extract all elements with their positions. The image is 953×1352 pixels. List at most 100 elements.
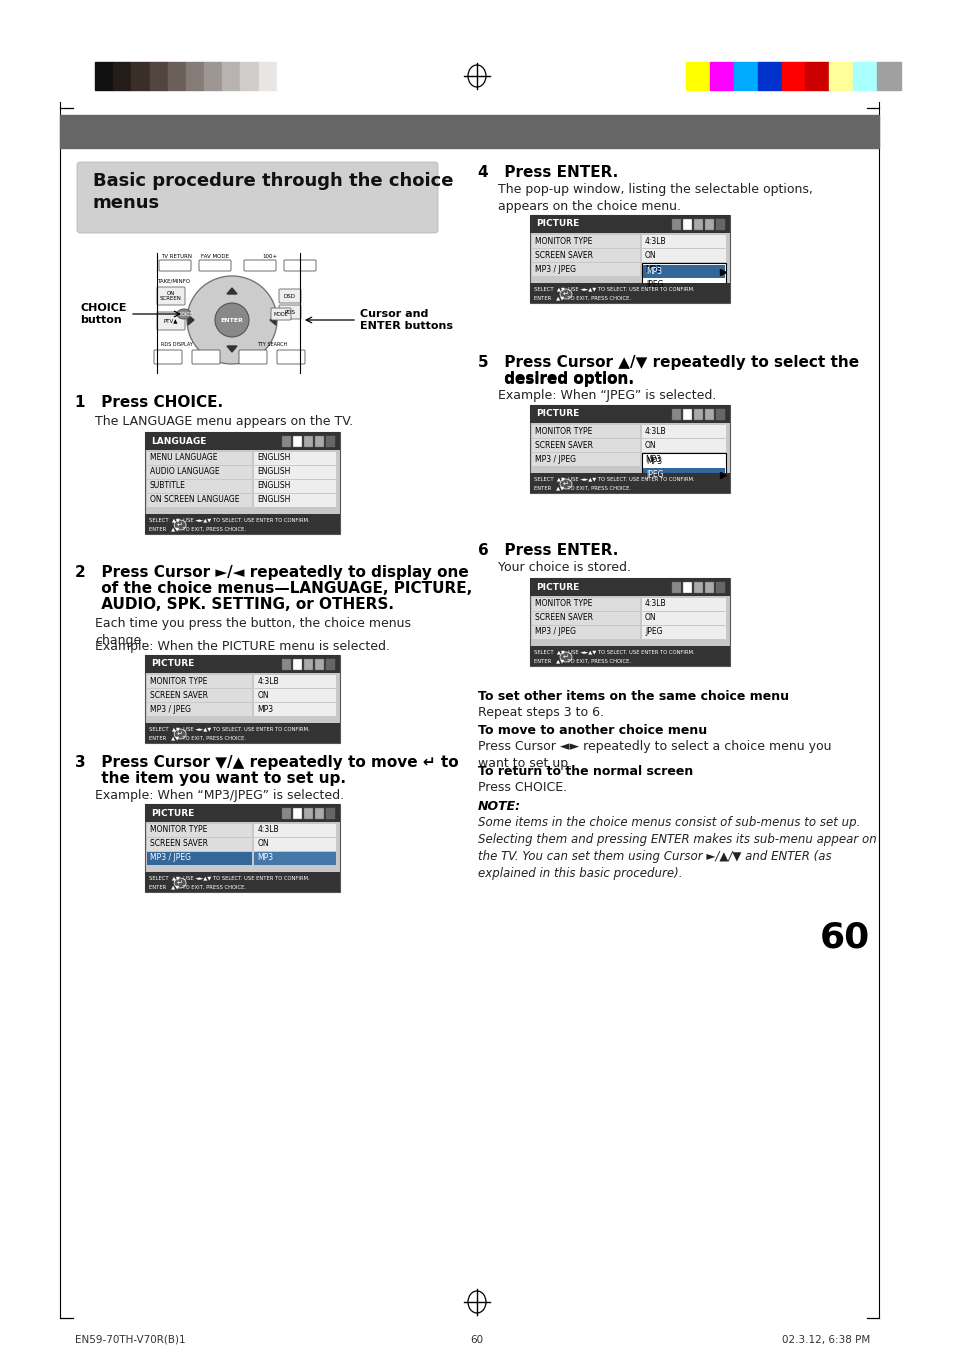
Bar <box>254 838 335 850</box>
Text: MP3 / JPEG: MP3 / JPEG <box>535 627 576 637</box>
Bar <box>716 219 724 230</box>
Bar <box>326 808 335 819</box>
Bar <box>145 804 339 892</box>
Bar <box>145 654 339 744</box>
Text: MP3: MP3 <box>257 853 274 863</box>
Bar <box>95 62 113 91</box>
Bar <box>326 658 335 671</box>
Text: To move to another choice menu: To move to another choice menu <box>477 725 706 737</box>
Text: ON: ON <box>644 441 656 449</box>
Text: EN59-70TH-V70R(B)1: EN59-70TH-V70R(B)1 <box>75 1334 186 1345</box>
Bar <box>532 598 639 611</box>
Bar <box>304 808 313 819</box>
Text: MP3 / JPEG: MP3 / JPEG <box>535 454 576 464</box>
Text: DSD: DSD <box>284 293 295 299</box>
Text: Example: When “MP3/JPEG” is selected.: Example: When “MP3/JPEG” is selected. <box>95 790 344 802</box>
Bar <box>145 654 339 673</box>
Text: ON: ON <box>257 691 269 699</box>
Text: 02.3.12, 6:38 PM: 02.3.12, 6:38 PM <box>781 1334 869 1345</box>
Text: 4   Press ENTER.: 4 Press ENTER. <box>477 165 618 180</box>
Bar <box>641 612 725 625</box>
Bar <box>145 723 339 744</box>
Text: ENGLISH: ENGLISH <box>257 495 291 504</box>
Text: SUBTITLE: SUBTITLE <box>150 481 186 491</box>
Bar <box>113 62 132 91</box>
Text: Your choice is stored.: Your choice is stored. <box>497 561 630 575</box>
Bar <box>693 219 702 230</box>
FancyBboxPatch shape <box>271 308 291 320</box>
Text: JPEG: JPEG <box>644 627 661 637</box>
Text: PICTURE: PICTURE <box>151 808 194 818</box>
Text: MP3: MP3 <box>645 457 661 466</box>
Text: ON
SCREEN: ON SCREEN <box>160 291 182 301</box>
Bar <box>530 406 729 423</box>
Bar <box>532 235 639 247</box>
Bar <box>293 808 302 819</box>
Bar <box>254 675 335 688</box>
FancyBboxPatch shape <box>239 350 267 364</box>
Text: ENGLISH: ENGLISH <box>257 481 291 491</box>
Bar <box>147 852 252 865</box>
Text: SCREEN SAVER: SCREEN SAVER <box>150 691 208 699</box>
Text: Example: When “JPEG” is selected.: Example: When “JPEG” is selected. <box>497 389 716 402</box>
Text: FAV MODE: FAV MODE <box>201 254 229 260</box>
Bar <box>532 264 639 276</box>
Text: Basic procedure through the choice
menus: Basic procedure through the choice menus <box>92 172 453 212</box>
Text: SCREEN SAVER: SCREEN SAVER <box>535 250 593 260</box>
Bar <box>168 62 186 91</box>
Ellipse shape <box>173 729 186 740</box>
Text: MONITOR TYPE: MONITOR TYPE <box>535 599 592 608</box>
Text: 5   Press Cursor ▲/▼ repeatedly to select the
     desired option.: 5 Press Cursor ▲/▼ repeatedly to select … <box>477 356 859 388</box>
FancyBboxPatch shape <box>157 287 185 306</box>
Text: MONITOR TYPE: MONITOR TYPE <box>150 826 207 834</box>
Bar <box>530 283 729 303</box>
FancyBboxPatch shape <box>153 350 182 364</box>
Bar <box>282 658 291 671</box>
Text: ENTER   ▲▼  TO EXIT, PRESS CHOICE.: ENTER ▲▼ TO EXIT, PRESS CHOICE. <box>149 884 246 890</box>
Bar <box>641 439 725 452</box>
Polygon shape <box>227 346 236 352</box>
Text: ENTER   ▲▼  TO EXIT, PRESS CHOICE.: ENTER ▲▼ TO EXIT, PRESS CHOICE. <box>149 735 246 741</box>
FancyBboxPatch shape <box>192 350 220 364</box>
Bar <box>258 62 276 91</box>
FancyBboxPatch shape <box>244 260 275 270</box>
Bar <box>326 435 335 448</box>
Text: ↵: ↵ <box>562 481 568 487</box>
Text: ↵: ↵ <box>562 291 568 297</box>
Bar <box>147 675 252 688</box>
Text: To set other items on the same choice menu: To set other items on the same choice me… <box>477 690 788 703</box>
Text: SCREEN SAVER: SCREEN SAVER <box>535 441 593 449</box>
Text: SCREEN SAVER: SCREEN SAVER <box>535 614 593 622</box>
Text: Each time you press the button, the choice menus
change.: Each time you press the button, the choi… <box>95 617 411 648</box>
Bar <box>60 115 878 147</box>
Bar <box>276 62 294 91</box>
Polygon shape <box>270 315 275 324</box>
Text: 60: 60 <box>470 1334 483 1345</box>
Bar <box>685 62 709 91</box>
Bar <box>132 62 150 91</box>
Text: MP3: MP3 <box>644 454 660 464</box>
FancyBboxPatch shape <box>157 312 185 330</box>
Text: Example: When the PICTURE menu is selected.: Example: When the PICTURE menu is select… <box>95 639 390 653</box>
Text: ↵: ↵ <box>177 880 183 886</box>
Bar <box>254 690 335 702</box>
Bar <box>293 435 302 448</box>
Text: 100+: 100+ <box>262 254 277 260</box>
Text: SELECT  ▲▼  USE ◄►▲▼ TO SELECT. USE ENTER TO CONFIRM.: SELECT ▲▼ USE ◄►▲▼ TO SELECT. USE ENTER … <box>149 726 310 731</box>
Ellipse shape <box>173 877 186 888</box>
Text: SELECT  ▲▼  USE ◄►▲▼ TO SELECT. USE ENTER TO CONFIRM.: SELECT ▲▼ USE ◄►▲▼ TO SELECT. USE ENTER … <box>534 476 694 481</box>
Text: LANGUAGE: LANGUAGE <box>151 437 206 446</box>
Bar <box>145 804 339 822</box>
Text: ENTER   ▲▼  TO EXIT, PRESS CHOICE.: ENTER ▲▼ TO EXIT, PRESS CHOICE. <box>534 296 630 300</box>
Text: TTY SEARCH: TTY SEARCH <box>256 342 287 347</box>
Text: 4:3LB: 4:3LB <box>257 676 278 685</box>
Bar <box>147 493 252 507</box>
Ellipse shape <box>559 652 572 662</box>
Text: 4:3LB: 4:3LB <box>257 826 278 834</box>
Bar <box>147 690 252 702</box>
Bar <box>852 62 876 91</box>
Bar <box>314 435 324 448</box>
Text: CHOICE: CHOICE <box>174 311 193 316</box>
Text: the item you want to set up.: the item you want to set up. <box>75 771 346 786</box>
Bar <box>693 410 702 420</box>
